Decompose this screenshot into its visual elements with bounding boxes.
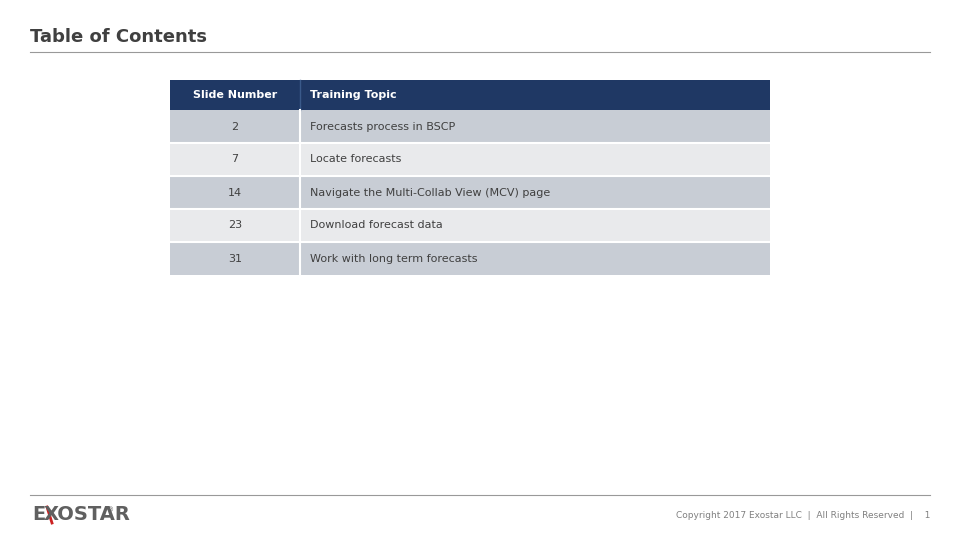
Text: Forecasts process in BSCP: Forecasts process in BSCP	[310, 122, 455, 132]
Text: Copyright 2017 Exostar LLC  |  All Rights Reserved  |    1: Copyright 2017 Exostar LLC | All Rights …	[676, 510, 930, 519]
Bar	[170, 80, 770, 110]
Bar	[170, 209, 770, 242]
Text: Slide Number: Slide Number	[193, 90, 277, 100]
Bar	[170, 143, 770, 176]
Text: 2: 2	[231, 122, 239, 132]
Text: 14: 14	[228, 187, 242, 198]
Text: Navigate the Multi-Collab View (MCV) page: Navigate the Multi-Collab View (MCV) pag…	[310, 187, 550, 198]
Text: Work with long term forecasts: Work with long term forecasts	[310, 253, 477, 264]
Text: E: E	[32, 505, 45, 524]
Bar	[170, 176, 770, 209]
Bar	[170, 242, 770, 275]
Text: Training Topic: Training Topic	[310, 90, 396, 100]
Text: Download forecast data: Download forecast data	[310, 220, 443, 231]
Text: Locate forecasts: Locate forecasts	[310, 154, 401, 165]
Bar	[170, 110, 770, 143]
Text: ®: ®	[107, 507, 114, 513]
Text: Table of Contents: Table of Contents	[30, 28, 207, 46]
Text: 23: 23	[228, 220, 242, 231]
Text: XOSTAR: XOSTAR	[44, 505, 131, 524]
Text: 31: 31	[228, 253, 242, 264]
Text: 7: 7	[231, 154, 239, 165]
